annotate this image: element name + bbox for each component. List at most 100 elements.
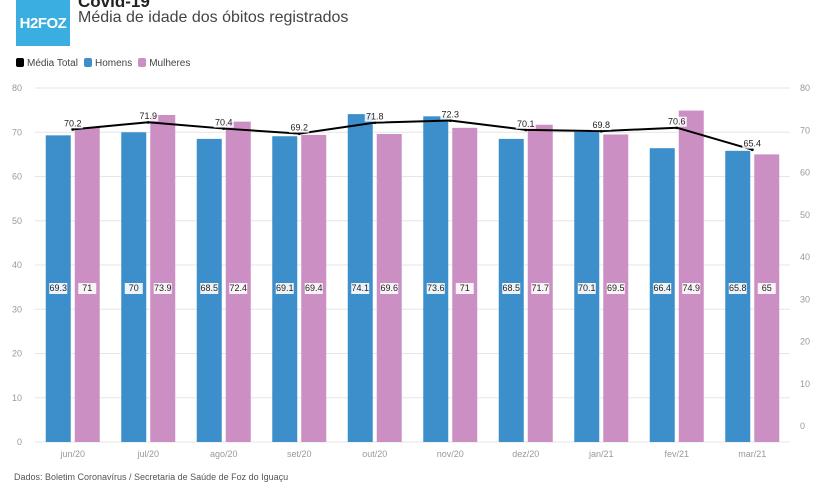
left-tick-label: 30	[12, 304, 22, 314]
bar-mulheres	[150, 114, 176, 443]
bar-label-bg	[426, 283, 445, 294]
bar-label-bg	[682, 283, 701, 294]
line-point	[524, 128, 528, 132]
bar-data-label: 69.4	[305, 283, 323, 293]
source-note: Dados: Boletim Coronavírus / Secretaria …	[14, 472, 289, 482]
bar-data-label: 71	[460, 283, 470, 293]
right-tick-label: 0	[800, 421, 805, 431]
bar-label-bg	[728, 283, 747, 294]
legend: Média Total Homens Mulheres	[16, 58, 190, 69]
bar-data-label: 65	[762, 283, 772, 293]
bar-label-bg	[49, 283, 68, 294]
chart-subtitle: Média de idade dos óbitos registrados	[78, 9, 349, 26]
bar-data-label: 72.4	[229, 283, 247, 293]
line-label-bg	[364, 111, 385, 122]
line-label-bg	[62, 118, 83, 129]
left-tick-label: 10	[12, 393, 22, 403]
line-data-label: 70.2	[64, 118, 82, 128]
bar-label-bg	[502, 283, 521, 294]
bar-mulheres	[225, 121, 251, 442]
line-label-bg	[666, 116, 687, 127]
bar-mulheres	[678, 110, 704, 442]
x-tick-label: fev/21	[664, 449, 689, 459]
line-point	[222, 127, 226, 131]
line-point	[71, 127, 75, 131]
line-data-label: 70.4	[215, 118, 233, 128]
line-data-label: 70.1	[517, 119, 535, 129]
bar-label-bg	[757, 283, 776, 294]
bar-homens	[347, 114, 373, 443]
line-point	[373, 121, 377, 125]
bar-homens	[649, 148, 675, 442]
x-tick-label: nov/20	[437, 449, 464, 459]
line-point	[297, 132, 301, 136]
bar-label-bg	[275, 283, 294, 294]
bar-data-label: 70	[129, 283, 139, 293]
line-data-label: 72.3	[441, 110, 459, 120]
bar-label-bg	[124, 283, 143, 294]
bar-label-bg	[577, 283, 596, 294]
bar-label-bg	[606, 283, 625, 294]
bar-data-label: 69.5	[607, 283, 625, 293]
legend-item-homens[interactable]: Homens	[83, 58, 132, 69]
bar-data-label: 73.6	[427, 283, 445, 293]
x-tick-label: mar/21	[738, 449, 766, 459]
x-tick-label: jan/21	[588, 449, 614, 459]
line-label-bg	[213, 117, 234, 128]
bar-label-bg	[380, 283, 399, 294]
legend-item-mulheres[interactable]: Mulheres	[138, 58, 190, 69]
line-point	[146, 120, 150, 124]
bar-label-bg	[455, 283, 474, 294]
x-tick-label: jun/20	[59, 449, 85, 459]
bar-homens	[725, 150, 751, 442]
legend-item-media-total[interactable]: Média Total	[16, 58, 78, 69]
line-label-bg	[440, 109, 461, 120]
left-tick-label: 80	[12, 83, 22, 93]
line-data-label: 71.9	[139, 111, 157, 121]
right-tick-label: 10	[800, 379, 810, 389]
bar-data-label: 73.9	[154, 283, 172, 293]
bar-data-label: 70.1	[578, 283, 596, 293]
line-label-bg	[742, 138, 763, 149]
x-tick-label: jul/20	[136, 449, 159, 459]
bar-data-label: 74.9	[682, 283, 700, 293]
bar-data-label: 69.1	[276, 283, 294, 293]
bar-data-label: 69.6	[380, 283, 398, 293]
line-point	[599, 129, 603, 133]
left-tick-label: 0	[17, 437, 22, 447]
line-data-label: 65.4	[743, 139, 761, 149]
bar-data-label: 65.8	[729, 283, 747, 293]
right-tick-label: 50	[800, 210, 810, 220]
line-data-label: 69.8	[592, 120, 610, 130]
bar-data-label: 68.5	[200, 283, 218, 293]
bar-label-bg	[304, 283, 323, 294]
line-data-label: 70.6	[668, 117, 686, 127]
bar-label-bg	[351, 283, 370, 294]
bar-homens	[423, 116, 449, 442]
line-label-bg	[289, 122, 310, 133]
bar-label-bg	[653, 283, 672, 294]
x-tick-label: ago/20	[210, 449, 238, 459]
right-tick-label: 30	[800, 294, 810, 304]
chart-title: Covid-19	[78, 0, 150, 11]
right-tick-label: 60	[800, 168, 810, 178]
bar-label-bg	[531, 283, 550, 294]
left-tick-label: 40	[12, 260, 22, 270]
line-label-bg	[515, 118, 536, 129]
line-data-label: 71.8	[366, 112, 384, 122]
line-media-total	[72, 119, 753, 151]
bar-data-label: 74.1	[351, 283, 369, 293]
bar-data-label: 69.3	[49, 283, 67, 293]
left-tick-label: 70	[12, 127, 22, 137]
line-label-bg	[591, 120, 612, 131]
line-label-bg	[138, 111, 159, 122]
bar-mulheres	[754, 154, 780, 442]
line-point	[750, 148, 754, 152]
left-tick-label: 50	[12, 216, 22, 226]
line-point	[448, 119, 452, 123]
right-tick-label: 70	[800, 125, 810, 135]
x-tick-label: set/20	[287, 449, 312, 459]
right-tick-label: 20	[800, 337, 810, 347]
bar-label-bg	[153, 283, 172, 294]
